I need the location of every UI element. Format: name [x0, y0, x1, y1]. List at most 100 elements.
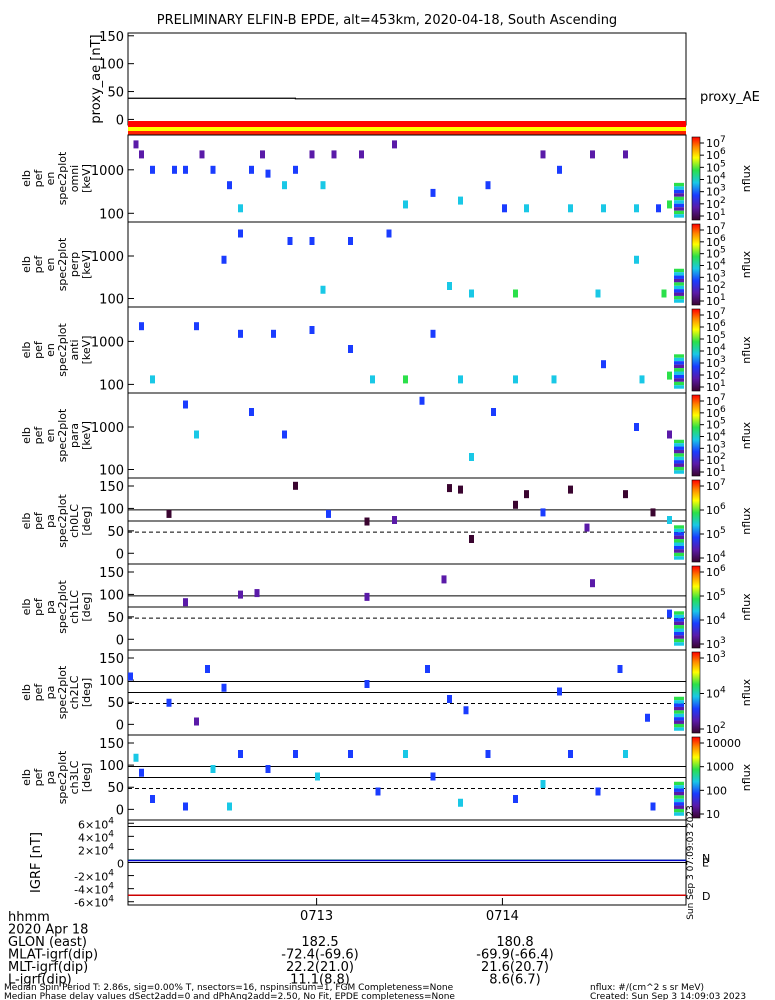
- edge-cell: [674, 268, 684, 273]
- heatmap-cell: [166, 509, 172, 518]
- edge-cell: [674, 539, 684, 543]
- y-tick-label: 100: [99, 58, 124, 73]
- heatmap-cell: [667, 516, 672, 524]
- heatmap-cell: [447, 484, 452, 493]
- y-tick-label: 0: [117, 858, 124, 871]
- edge-cell: [674, 364, 684, 369]
- colorbar: [691, 651, 701, 734]
- cbar-label: nflux: [740, 678, 753, 706]
- heatmap-cell: [320, 181, 326, 190]
- heatmap-cell: [656, 204, 661, 213]
- heatmap-cell: [540, 150, 546, 159]
- y-axis-label: en: [44, 429, 57, 443]
- heatmap-cell: [634, 204, 639, 213]
- y-tick-label: 150: [99, 30, 124, 45]
- heatmap-cell: [392, 140, 397, 149]
- edge-cell: [674, 812, 684, 816]
- edge-cell: [674, 292, 684, 296]
- footer-label: GLON (east): [8, 935, 87, 950]
- cbar-label: nflux: [740, 164, 753, 192]
- edge-cell: [674, 443, 684, 447]
- edge-cell: [674, 614, 684, 619]
- heatmap-cell: [463, 706, 469, 715]
- heatmap-cell: [166, 698, 172, 707]
- y-axis-label: [deg]: [80, 763, 93, 792]
- heatmap-cell: [364, 680, 370, 688]
- heatmap-cell: [139, 150, 144, 159]
- y-tick-label: 100: [99, 207, 124, 222]
- edge-column: [674, 781, 684, 816]
- cbar-tick-label: 10: [706, 808, 720, 821]
- heatmap-cell: [667, 200, 672, 209]
- edge-cell: [674, 788, 684, 792]
- x-tick-label: 0714: [486, 909, 519, 924]
- heatmap-cell: [282, 181, 287, 190]
- y-axis-label: spec2plot: [56, 408, 69, 462]
- edge-cell: [674, 278, 684, 283]
- chart-title: PRELIMINARY ELFIN-B EPDE, alt=453km, 202…: [157, 13, 617, 28]
- cbar-tick-label: 106: [706, 502, 726, 517]
- heatmap-cell: [172, 165, 177, 174]
- heatmap-cell: [348, 345, 353, 353]
- footer-value: 8.6(6.7): [489, 973, 541, 988]
- heatmap-cell: [458, 798, 463, 807]
- heatmap-cell: [524, 204, 529, 213]
- heatmap-cell: [150, 165, 155, 174]
- edge-cell: [674, 299, 684, 303]
- heatmap-cell: [447, 282, 452, 290]
- edge-cell: [674, 463, 684, 467]
- edge-cell: [674, 727, 684, 731]
- cbar-tick-label: 104: [706, 612, 726, 627]
- heatmap-cell: [133, 140, 139, 149]
- heatmap-cell: [441, 575, 447, 584]
- y-tick-label: 100: [99, 502, 124, 517]
- heatmap-cell: [271, 329, 276, 338]
- y-axis-label: [keV]: [80, 164, 93, 193]
- y-tick-label: 6×104: [78, 816, 114, 831]
- y-tick-label: 1000: [91, 250, 124, 265]
- y-axis-label: pef: [32, 169, 45, 188]
- cbar-tick-label: 104: [706, 429, 726, 444]
- y-axis-label: ch3LC: [68, 760, 81, 794]
- y-axis-label: elb: [20, 769, 33, 786]
- units-note: nflux: #/(cm^2 s sr MeV): [590, 983, 704, 993]
- edge-cell: [674, 723, 684, 728]
- edge-cell: [674, 621, 684, 626]
- cbar-tick-label: 105: [706, 588, 726, 603]
- y-axis-label: [keV]: [80, 250, 93, 279]
- heatmap-cell: [491, 408, 496, 416]
- heatmap-cell: [309, 237, 315, 245]
- footer-value: 22.2(21.0): [286, 960, 354, 975]
- edge-cell: [674, 703, 684, 707]
- y-axis-label: elb: [20, 342, 33, 359]
- flag-bar-yellow: [128, 127, 686, 131]
- y-tick-label: 100: [99, 588, 124, 603]
- footer-label: hhmm: [8, 910, 50, 925]
- cbar-tick-label: 103: [706, 440, 726, 455]
- heatmap-cell: [210, 165, 216, 174]
- cbar-tick-label: 1000: [706, 761, 734, 774]
- cbar-tick-label: 101: [706, 464, 726, 479]
- y-tick-label: 0: [116, 547, 124, 562]
- cbar-tick-label: 103: [706, 269, 726, 284]
- edge-cell: [674, 545, 684, 550]
- heatmap-cell: [150, 375, 155, 384]
- edge-cell: [674, 295, 684, 300]
- edge-column: [674, 268, 684, 303]
- edge-cell: [674, 785, 684, 789]
- edge-cell: [674, 453, 684, 457]
- edge-cell: [674, 781, 684, 786]
- heatmap-cell: [370, 375, 375, 384]
- y-axis-label: pa: [44, 686, 57, 700]
- cbar-tick-label: 102: [706, 281, 726, 296]
- y-axis-label: spec2plot: [56, 323, 69, 377]
- legend-proxy-ae: proxy_AE: [700, 90, 760, 105]
- y-axis-label: en: [44, 172, 57, 186]
- heatmap-cell: [150, 795, 155, 803]
- heatmap-cell: [540, 508, 546, 517]
- side-note: Sun Sep 3 07:09:03 2023: [686, 805, 696, 920]
- y-tick-label: 0: [116, 113, 124, 128]
- heatmap-cell: [194, 322, 199, 331]
- y-tick-label: 100: [99, 378, 124, 393]
- heatmap-cell: [249, 408, 254, 416]
